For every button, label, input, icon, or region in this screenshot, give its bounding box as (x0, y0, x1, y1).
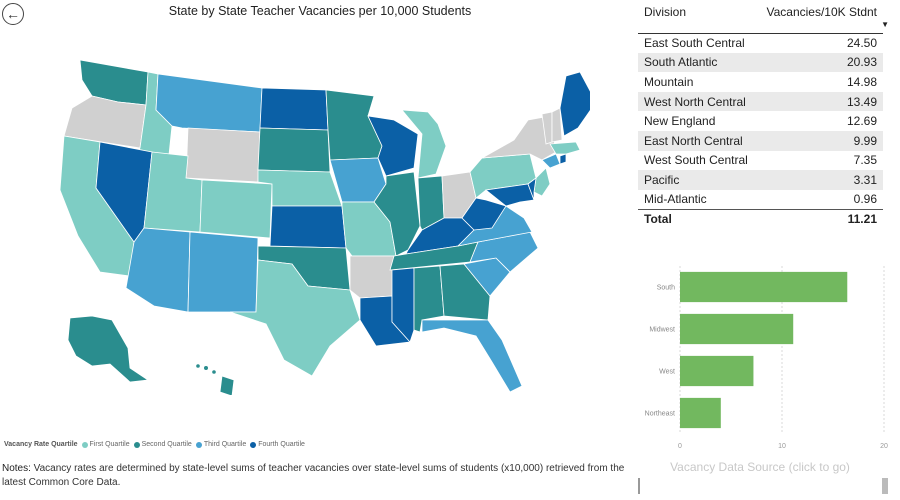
state-alaska[interactable] (67, 315, 150, 383)
sort-desc-icon: ▼ (881, 20, 889, 29)
state-kansas[interactable] (269, 205, 347, 249)
table-row[interactable]: West South Central 7.35 (638, 151, 883, 171)
legend-label: Second Quartile (141, 441, 192, 448)
category-label: South (657, 285, 675, 292)
state-georgia[interactable] (439, 263, 491, 321)
division-cell: West North Central (638, 91, 758, 112)
state-new-mexico[interactable] (187, 231, 259, 313)
state-wyoming[interactable] (185, 127, 261, 183)
notes: Notes: Vacancy rates are determined by s… (2, 462, 634, 490)
division-cell: Mid-Atlantic (644, 192, 707, 207)
state-florida[interactable] (421, 319, 523, 393)
state-rhode-island[interactable] (559, 153, 567, 165)
table-row[interactable]: South Atlantic 20.93 (638, 52, 883, 73)
state-new-jersey[interactable] (533, 167, 551, 197)
division-cell: New England (644, 114, 716, 129)
division-cell: West South Central (644, 153, 748, 168)
legend-dot-fourth (250, 441, 257, 448)
table-header-row: Division Vacancies/10K Stdnt ▼ (638, 0, 889, 34)
notes-label: Notes: (2, 463, 31, 474)
state-arizona[interactable] (125, 227, 191, 313)
legend-label: Fourth Quartile (258, 441, 305, 448)
state-mississippi[interactable] (391, 267, 415, 343)
state-hawaii[interactable] (195, 363, 235, 395)
bar-south (680, 271, 848, 303)
table-row[interactable]: East North Central 9.99 (638, 130, 883, 151)
state-south-dakota[interactable] (257, 127, 331, 173)
division-cell: East South Central (644, 36, 745, 51)
total-rate: 11.21 (757, 208, 883, 229)
region-bar-chart: 0 10 20 South Midwest West Northeast (640, 258, 890, 458)
table-body: East South Central 24.50 South Atlantic 20.… (638, 33, 883, 209)
rate-cell: 24.50 (846, 36, 877, 51)
table-row[interactable]: West North Central 13.49 (638, 91, 883, 112)
rate-cell: 13.49 (757, 91, 883, 112)
table-row[interactable]: Pacific 3.31 (638, 170, 883, 190)
legend-dot-third (195, 441, 202, 448)
category-label: West (659, 369, 675, 376)
rate-cell: 0.96 (853, 192, 877, 207)
column-header-division[interactable]: Division (638, 0, 758, 34)
data-source-link[interactable]: Vacancy Data Source (click to go) (670, 460, 850, 474)
division-cell: Mountain (644, 74, 694, 89)
division-cell: South Atlantic (638, 52, 758, 73)
notes-text: Vacancy rates are determined by state-le… (2, 463, 625, 488)
state-wisconsin[interactable] (367, 115, 419, 177)
category-label: Northeast (645, 411, 675, 418)
us-map[interactable] (30, 50, 590, 395)
column-header-rate[interactable]: Vacancies/10K Stdnt ▼ (757, 0, 889, 34)
table-row[interactable]: New England 12.69 (638, 111, 883, 131)
scrollbar-left[interactable] (638, 478, 640, 494)
table-row[interactable]: Mid-Atlantic 0.96 (638, 190, 883, 210)
state-north-dakota[interactable] (259, 87, 329, 131)
map-legend: Vacancy Rate Quartile First Quartile Sec… (4, 441, 309, 448)
state-arkansas[interactable] (349, 255, 395, 299)
category-label: Midwest (649, 327, 675, 334)
bar-midwest (680, 313, 794, 345)
rate-cell: 14.98 (846, 74, 877, 89)
division-cell: East North Central (638, 130, 758, 151)
scrollbar-right[interactable] (882, 478, 888, 494)
total-row: Total 11.21 (638, 208, 883, 229)
back-arrow-icon: ← (6, 6, 20, 22)
x-tick-label: 0 (678, 443, 682, 450)
state-maryland[interactable] (485, 183, 535, 207)
column-header-rate-label: Vacancies/10K Stdnt (766, 5, 877, 19)
bar-northeast (680, 397, 721, 429)
legend-item-second: Second Quartile (133, 441, 192, 448)
legend-item-third: Third Quartile (195, 441, 247, 448)
legend-label: Third Quartile (203, 441, 247, 448)
map-title: State by State Teacher Vacancies per 10,… (168, 4, 472, 18)
rate-cell: 3.31 (757, 170, 883, 190)
x-tick-label: 10 (778, 443, 786, 450)
legend-item-fourth: Fourth Quartile (250, 441, 305, 448)
state-massachusetts[interactable] (549, 141, 581, 155)
back-button[interactable]: ← (2, 3, 24, 25)
legend-dot-second (133, 441, 140, 448)
state-delaware[interactable] (527, 177, 537, 201)
legend-title: Vacancy Rate Quartile (4, 441, 78, 448)
bar-west (680, 355, 754, 387)
state-new-hampshire[interactable] (551, 107, 563, 143)
legend-dot-first (81, 441, 88, 448)
legend-label: First Quartile (89, 441, 130, 448)
x-tick-label: 20 (880, 443, 888, 450)
rate-cell: 20.93 (757, 52, 883, 73)
table-row[interactable]: East South Central 24.50 (638, 33, 883, 53)
division-table: Division Vacancies/10K Stdnt ▼ East South… (638, 0, 889, 229)
table-row[interactable]: Mountain 14.98 (638, 72, 883, 92)
state-michigan[interactable] (401, 109, 447, 179)
bar-chart-svg: 0 10 20 South Midwest West Northeast (645, 266, 888, 450)
rate-cell: 9.99 (757, 130, 883, 151)
map-states (59, 59, 590, 395)
state-maine[interactable] (559, 71, 590, 137)
rate-cell: 12.69 (846, 114, 877, 129)
division-cell: Pacific (638, 170, 758, 190)
state-texas[interactable] (229, 259, 361, 377)
state-colorado[interactable] (199, 179, 273, 239)
state-montana[interactable] (155, 73, 263, 133)
rate-cell: 7.35 (853, 153, 877, 168)
total-label: Total (638, 208, 758, 229)
legend-item-first: First Quartile (81, 441, 130, 448)
